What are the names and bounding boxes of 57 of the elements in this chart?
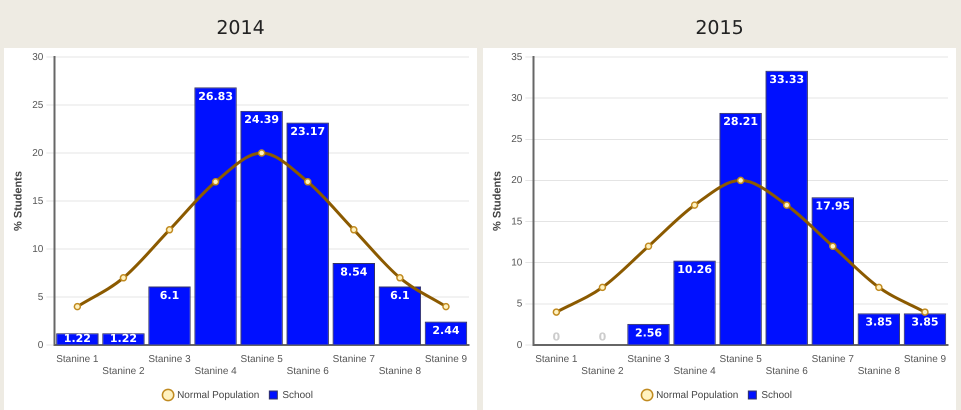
y-tick-label: 20 bbox=[511, 175, 523, 186]
y-tick-label: 15 bbox=[511, 216, 523, 228]
y-tick-label: 10 bbox=[511, 257, 523, 268]
x-tick-label: Stanine 8 bbox=[858, 366, 900, 377]
x-tick-label: Stanine 6 bbox=[286, 366, 330, 377]
data-label: 1.22 bbox=[110, 332, 138, 345]
x-tick-label: Stanine 3 bbox=[148, 354, 192, 365]
x-tick-label: Stanine 7 bbox=[812, 354, 854, 365]
y-tick-label: 30 bbox=[511, 92, 523, 104]
data-label: 28.21 bbox=[723, 115, 758, 128]
y-axis-title: % Students bbox=[12, 171, 25, 231]
x-tick-label: Stanine 3 bbox=[627, 354, 670, 365]
y-tick-label: 25 bbox=[32, 100, 44, 111]
data-label: 17.95 bbox=[815, 200, 850, 213]
data-label: 1.22 bbox=[64, 332, 91, 345]
legend-label: Normal Population bbox=[177, 390, 260, 401]
chart-title: 2015 bbox=[694, 16, 745, 41]
data-label: 3.85 bbox=[911, 316, 939, 329]
x-tick-label: Stanine 2 bbox=[102, 366, 145, 377]
y-tick-label: 20 bbox=[32, 148, 44, 159]
y-tick-label: 5 bbox=[38, 292, 44, 303]
data-label: 26.83 bbox=[198, 90, 233, 103]
x-tick-label: Stanine 8 bbox=[378, 366, 422, 377]
y-tick-label: 15 bbox=[32, 196, 44, 207]
data-label: 23.17 bbox=[290, 124, 326, 138]
x-tick-label: Stanine 9 bbox=[904, 354, 947, 365]
x-tick-label: Stanine 7 bbox=[332, 354, 376, 365]
data-label: 2.44 bbox=[432, 324, 460, 337]
legend-label: Normal Population bbox=[656, 390, 738, 401]
x-tick-label: Stanine 2 bbox=[581, 366, 624, 377]
y-tick-label: 0 bbox=[38, 340, 44, 351]
data-label: 3.85 bbox=[865, 316, 892, 329]
x-tick-label: Stanine 1 bbox=[56, 354, 99, 365]
data-label: 6.1 bbox=[160, 288, 180, 302]
legend-label: School bbox=[282, 390, 313, 401]
y-tick-label: 5 bbox=[516, 298, 523, 310]
y-axis-title: % Students bbox=[492, 171, 504, 231]
y-tick-label: 25 bbox=[511, 134, 523, 146]
y-tick-label: 30 bbox=[32, 52, 44, 63]
data-label: 6.1 bbox=[390, 288, 410, 302]
data-label: 8.54 bbox=[340, 265, 368, 278]
x-tick-label: Stanine 5 bbox=[720, 354, 762, 365]
data-label: 33.33 bbox=[769, 73, 804, 86]
y-tick-label: 10 bbox=[32, 244, 44, 255]
x-tick-label: Stanine 1 bbox=[535, 354, 578, 365]
chart-title: 2014 bbox=[215, 16, 266, 41]
data-label: 10.26 bbox=[677, 262, 712, 276]
data-label: 24.39 bbox=[244, 113, 280, 126]
data-label: 2.56 bbox=[634, 326, 662, 340]
x-tick-label: Stanine 5 bbox=[240, 354, 284, 365]
y-tick-label: 35 bbox=[511, 52, 523, 63]
x-tick-label: Stanine 4 bbox=[194, 366, 238, 377]
x-tick-label: Stanine 6 bbox=[766, 366, 808, 377]
legend-label: School bbox=[761, 390, 792, 401]
x-tick-label: Stanine 4 bbox=[673, 366, 716, 377]
y-tick-label: 0 bbox=[516, 340, 523, 351]
x-tick-label: Stanine 9 bbox=[424, 354, 468, 365]
